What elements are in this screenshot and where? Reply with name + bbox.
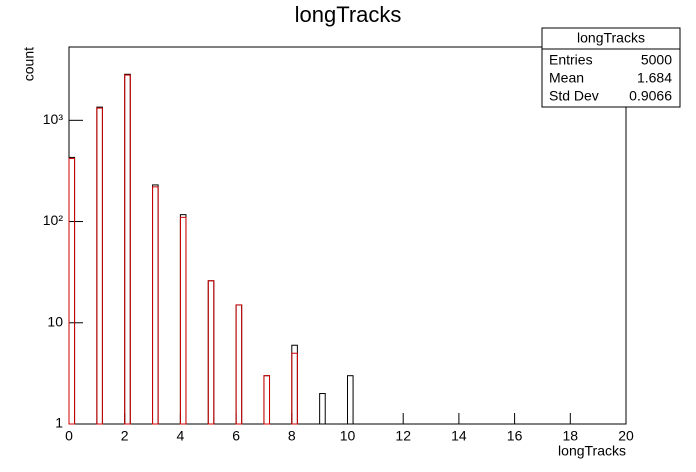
x-tick-label: 8 <box>288 428 296 444</box>
x-tick-label: 14 <box>451 428 467 444</box>
x-tick-label: 18 <box>563 428 579 444</box>
histogram-bar <box>68 157 76 425</box>
stats-value: 5000 <box>641 52 672 68</box>
histogram-bar <box>235 304 243 425</box>
stats-value: 1.684 <box>637 70 672 86</box>
y-tick-label: 10³ <box>43 111 64 127</box>
histogram-bar <box>96 107 103 425</box>
stats-label: Entries <box>549 52 593 68</box>
histogram-bar <box>319 393 326 425</box>
y-tick-label: 10 <box>47 313 63 329</box>
stats-label: Mean <box>549 70 584 86</box>
stats-frame <box>541 27 681 108</box>
histogram-bar <box>347 375 354 425</box>
histogram-bar <box>124 74 131 425</box>
x-tick-label: 20 <box>618 428 634 444</box>
x-tick-label: 0 <box>65 428 73 444</box>
histogram-bar <box>152 186 159 425</box>
histogram-bar <box>263 375 271 425</box>
x-axis-label: longTracks <box>558 443 626 459</box>
stats-value: 0.9066 <box>629 88 672 104</box>
histogram-bar <box>179 216 187 425</box>
y-axis-label: count <box>21 47 37 81</box>
x-tick-label: 10 <box>340 428 356 444</box>
stats-title: longTracks <box>577 30 645 46</box>
x-tick-label: 12 <box>395 428 411 444</box>
y-tick-label: 10² <box>43 212 64 228</box>
x-tick-label: 4 <box>177 428 185 444</box>
chart-title: longTracks <box>295 2 402 27</box>
x-tick-label: 16 <box>507 428 523 444</box>
y-tick-label: 1 <box>55 415 63 431</box>
histogram-bar <box>291 352 298 425</box>
x-tick-label: 6 <box>232 428 240 444</box>
stats-box: longTracks Entries 5000 Mean 1.684 Std D… <box>541 27 681 108</box>
stats-label: Std Dev <box>549 88 599 104</box>
x-tick-label: 2 <box>121 428 129 444</box>
histogram-bar <box>207 280 215 425</box>
